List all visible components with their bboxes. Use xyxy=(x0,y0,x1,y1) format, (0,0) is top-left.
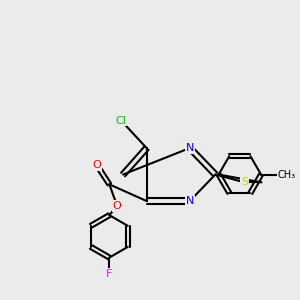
Text: F: F xyxy=(106,269,112,279)
Text: O: O xyxy=(113,201,122,211)
Text: CH₃: CH₃ xyxy=(277,169,296,179)
Text: O: O xyxy=(92,160,101,170)
Text: N: N xyxy=(186,196,194,206)
Text: Cl: Cl xyxy=(116,116,127,126)
Text: N: N xyxy=(186,143,194,153)
Text: S: S xyxy=(241,177,248,188)
